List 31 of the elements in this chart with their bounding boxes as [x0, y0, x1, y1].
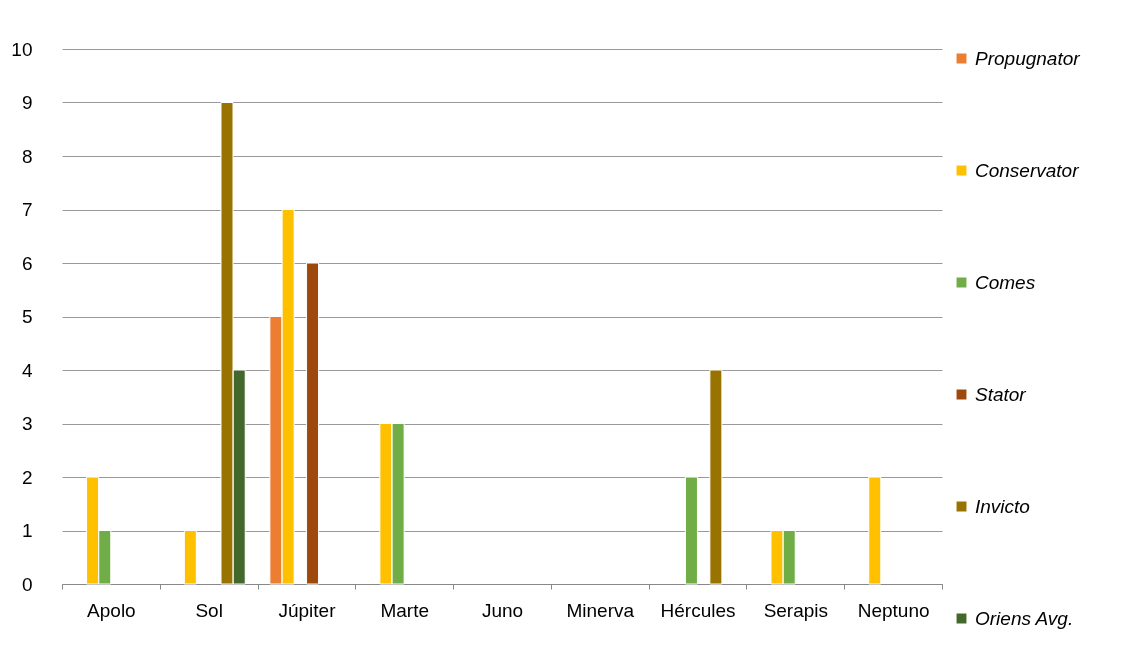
y-tick-label: 5 — [21, 306, 33, 327]
legend-label: Stator — [975, 383, 1027, 405]
legend-label: Invicto — [975, 495, 1030, 517]
x-tick-label: Sol — [195, 599, 223, 621]
legend-label: Conservator — [975, 159, 1080, 181]
x-tick-label: Minerva — [566, 599, 635, 621]
y-tick-label: 7 — [21, 199, 33, 220]
y-tick-label: 0 — [21, 573, 33, 595]
x-tick-label: Marte — [380, 599, 430, 621]
y-tick-label: 4 — [21, 359, 33, 381]
legend-label: Propugnator — [975, 47, 1081, 69]
x-tick-label: Hércules — [660, 599, 736, 621]
y-tick-label: 6 — [21, 252, 33, 274]
x-tick-label: Júpiter — [278, 599, 337, 621]
y-tick-label: 8 — [21, 145, 33, 167]
bar — [306, 262, 320, 585]
y-tick-label: 9 — [21, 92, 33, 113]
legend-label: Oriens Avg. — [975, 607, 1074, 629]
x-tick-label: Neptuno — [857, 599, 930, 621]
y-tick-label: 1 — [21, 520, 33, 541]
y-tick-label: 3 — [21, 413, 33, 434]
bar — [684, 476, 698, 585]
x-tick-label: Juno — [481, 599, 524, 621]
bar — [183, 530, 197, 585]
legend-label: Comes — [975, 271, 1036, 293]
bar — [709, 369, 723, 585]
bar — [868, 476, 882, 585]
y-tick-label: 2 — [21, 466, 33, 488]
x-tick-label: Serapis — [763, 599, 829, 621]
y-tick-label: 10 — [11, 38, 33, 60]
x-tick-label: Apolo — [87, 599, 136, 621]
